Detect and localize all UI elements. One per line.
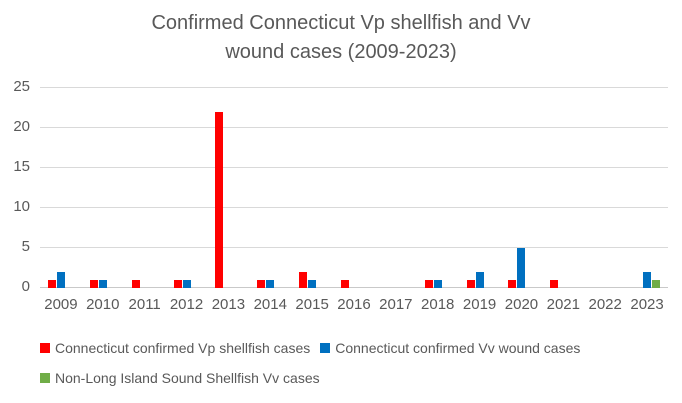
bar-group-2015 [291, 88, 333, 288]
x-axis-label-2018: 2018 [421, 296, 455, 313]
bar-2013-vp-shellfish [215, 112, 224, 288]
y-axis-tick-label-15: 15 [13, 158, 30, 175]
bar-2016-vp-shellfish [340, 280, 349, 288]
bar-2011-vp-shellfish [131, 280, 140, 288]
bar-group-2017 [375, 88, 417, 288]
legend-label-vp-shellfish: Connecticut confirmed Vp shellfish cases [55, 340, 311, 356]
bar-group-2009 [40, 88, 82, 288]
bar-group-2018 [417, 88, 459, 288]
bar-2009-vv-wound [56, 272, 65, 288]
y-axis-tick-label-25: 25 [13, 78, 30, 95]
x-axis-label-2021: 2021 [546, 296, 580, 313]
bar-group-2014 [249, 88, 291, 288]
gridline-5 [40, 247, 668, 248]
bar-2019-vv-wound [475, 272, 484, 288]
bar-2018-vv-wound [433, 280, 442, 288]
bar-2020-vv-wound [517, 248, 526, 288]
gridline-15 [40, 167, 668, 168]
bar-group-2023 [626, 88, 668, 288]
legend-swatch-non-lis-vv [40, 373, 50, 383]
x-axis-label-2011: 2011 [128, 296, 161, 313]
legend-item-vp-shellfish: Connecticut confirmed Vp shellfish cases [40, 338, 310, 358]
x-axis-label-2019: 2019 [462, 296, 497, 313]
legend: Connecticut confirmed Vp shellfish cases… [40, 338, 648, 388]
bar-2018-vp-shellfish [424, 280, 433, 288]
bar-group-2021 [542, 88, 584, 288]
bar-2023-non-lis-vv [651, 280, 660, 288]
bar-2015-vp-shellfish [299, 272, 308, 288]
x-axis-label-2010: 2010 [86, 296, 120, 313]
y-axis-tick-label-0: 0 [21, 278, 30, 295]
y-axis-tick-label-10: 10 [13, 198, 30, 215]
bar-group-2012 [166, 88, 208, 288]
x-axis-label-2012: 2012 [169, 296, 204, 313]
bar-group-2019 [459, 88, 501, 288]
x-axis-label-2022: 2022 [588, 296, 622, 313]
bar-group-2011 [124, 88, 166, 288]
bar-group-2020 [500, 88, 542, 288]
bar-group-2013 [207, 88, 249, 288]
legend-swatch-vp-shellfish [40, 343, 50, 353]
bar-2021-vp-shellfish [550, 280, 559, 288]
legend-label-vv-wound: Connecticut confirmed Vv wound cases [335, 340, 581, 356]
gridline-20 [40, 127, 668, 128]
legend-label-non-lis-vv: Non-Long Island Sound Shellfish Vv cases [55, 370, 320, 386]
x-axis-label-2009: 2009 [44, 296, 78, 313]
chart-title-line1: Confirmed Connecticut Vp shellfish and V… [151, 12, 531, 34]
bar-2015-vv-wound [308, 280, 317, 288]
bar-2010-vv-wound [98, 280, 107, 288]
plot-area [40, 87, 668, 288]
bar-2019-vp-shellfish [466, 280, 475, 288]
x-axis-line [40, 287, 668, 288]
x-axis-label-2015: 2015 [295, 296, 329, 313]
gridline-10 [40, 207, 668, 208]
bar-2020-vp-shellfish [508, 280, 517, 288]
gridline-25 [40, 87, 668, 88]
bar-2014-vv-wound [266, 280, 275, 288]
bar-group-2016 [333, 88, 375, 288]
bar-series-area [40, 88, 668, 288]
x-axis-label-2023: 2023 [630, 296, 664, 313]
bar-2012-vv-wound [182, 280, 191, 288]
legend-item-non-lis-vv: Non-Long Island Sound Shellfish Vv cases [40, 368, 320, 388]
x-axis-label-2020: 2020 [504, 296, 539, 313]
chart-title-line2: wound cases (2009-2023) [225, 41, 457, 63]
x-axis-label-2017: 2017 [379, 296, 413, 313]
legend-swatch-vv-wound [320, 343, 331, 353]
bar-2009-vp-shellfish [47, 280, 56, 288]
legend-item-vv-wound: Connecticut confirmed Vv wound cases [320, 338, 580, 358]
y-axis-tick-label-5: 5 [21, 238, 30, 255]
bar-2014-vp-shellfish [257, 280, 266, 288]
bar-2010-vp-shellfish [89, 280, 98, 288]
x-axis-label-2016: 2016 [337, 296, 371, 313]
x-axis-label-2014: 2014 [253, 296, 287, 313]
bar-2023-vv-wound [642, 272, 651, 288]
bar-group-2022 [584, 88, 626, 288]
x-axis-label-2013: 2013 [211, 296, 246, 313]
bar-2012-vp-shellfish [173, 280, 182, 288]
chart-title: Confirmed Connecticut Vp shellfish and V… [0, 9, 682, 67]
bar-group-2010 [82, 88, 124, 288]
y-axis-tick-label-20: 20 [13, 118, 30, 135]
